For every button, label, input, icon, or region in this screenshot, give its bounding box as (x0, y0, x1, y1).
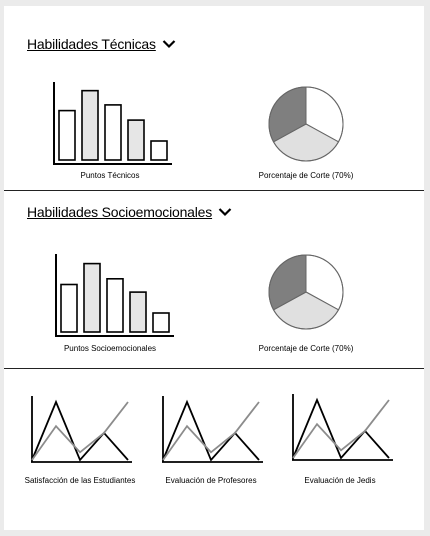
line-series-0 (162, 399, 260, 462)
chevron-down-icon (218, 208, 232, 217)
line-chart-jedis (292, 394, 393, 461)
line-chart-satisfaccion (31, 396, 132, 463)
bar-3 (127, 119, 145, 161)
bar-chart-socioemocionales (55, 254, 174, 337)
pie-outline (268, 86, 344, 162)
bar-chart-tecnicos (53, 82, 172, 165)
line-series-1 (162, 401, 260, 461)
section-title-socioemocionales: Habilidades Socioemocionales (27, 204, 213, 220)
bar-0 (58, 109, 76, 161)
caption-porcentaje-corte-tecnicas: Porcentaje de Corte (70%) (258, 171, 354, 180)
pie-outline (268, 254, 344, 330)
caption-puntos-tecnicos: Puntos Técnicos (80, 171, 140, 180)
dashboard-card: Habilidades Técnicas Puntos Técnicos Por… (4, 6, 424, 530)
bar-4 (150, 140, 168, 161)
line-series-0 (292, 397, 390, 460)
line-series-1 (31, 401, 129, 461)
section-header-tecnicas[interactable]: Habilidades Técnicas (27, 36, 176, 52)
section-header-socioemocionales[interactable]: Habilidades Socioemocionales (27, 204, 232, 220)
section-title-tecnicas: Habilidades Técnicas (27, 36, 156, 52)
line-chart-profesores (162, 396, 263, 463)
pie-chart-corte-tecnicas (268, 86, 344, 162)
section-divider (4, 190, 424, 191)
bar-1 (81, 89, 99, 161)
caption-satisfaccion-estudiantes: Satisfacción de las Estudiantes (24, 476, 136, 485)
bar-3 (129, 291, 147, 333)
line-series-1 (292, 399, 390, 459)
caption-puntos-socioemocionales: Puntos Socioemocionales (63, 344, 157, 353)
caption-evaluacion-jedis: Evaluación de Jedis (304, 476, 376, 485)
bar-4 (152, 312, 170, 333)
bar-2 (104, 104, 122, 161)
line-series-0 (31, 399, 129, 462)
bar-2 (106, 277, 124, 333)
caption-evaluacion-profesores: Evaluación de Profesores (165, 476, 257, 485)
chevron-down-icon (162, 40, 176, 49)
pie-chart-corte-socioemocionales (268, 254, 344, 330)
bar-1 (83, 262, 101, 333)
caption-porcentaje-corte-socioemocionales: Porcentaje de Corte (70%) (258, 344, 354, 353)
bar-0 (60, 283, 78, 333)
section-divider (4, 368, 424, 369)
